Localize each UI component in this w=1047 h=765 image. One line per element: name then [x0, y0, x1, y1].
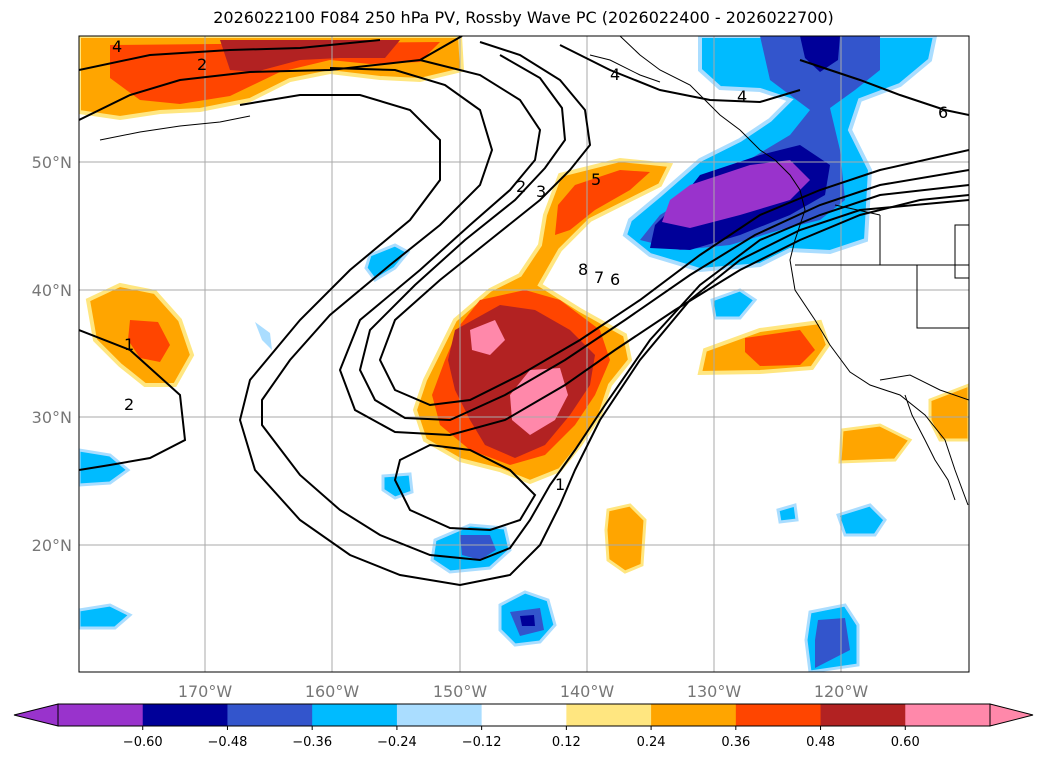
lon-label: 160°W	[305, 682, 360, 701]
lon-label: 130°W	[687, 682, 742, 701]
colorbar-segment	[905, 704, 991, 726]
contour-label: 6	[938, 103, 948, 122]
contour-label: 6	[610, 270, 620, 289]
lat-label: 30°N	[32, 408, 72, 427]
colorbar-tick-label: 0.36	[721, 735, 750, 750]
colorbar-segment	[312, 704, 398, 726]
contour-label: 1	[555, 475, 565, 494]
colorbar-tick-label: −0.24	[377, 735, 417, 750]
colorbar-segment	[396, 704, 483, 726]
graticule	[79, 36, 969, 672]
contour-label: 4	[737, 87, 747, 106]
contour-label: 2	[516, 177, 526, 196]
lat-label: 40°N	[32, 281, 72, 300]
colorbar-segment	[58, 704, 144, 726]
contour-labels: 4 2 1 2 2 3 5 8 7 6 1 4 4 6	[112, 37, 948, 494]
colorbar-frame	[57, 703, 991, 727]
lon-label: 120°W	[814, 682, 869, 701]
lat-label: 50°N	[32, 153, 72, 172]
colorbar-segment	[566, 704, 652, 726]
colorbar-tick-label: −0.48	[208, 735, 248, 750]
colorbar-tick-label: 0.12	[552, 735, 581, 750]
colorbar-extend-max	[989, 703, 1034, 727]
contour-label: 7	[594, 268, 604, 287]
colorbar-segment	[735, 704, 822, 726]
colorbar-extend-min	[13, 703, 59, 727]
lon-label: 140°W	[560, 682, 615, 701]
colorbar-tick-label: 0.48	[806, 735, 835, 750]
contour-label: 3	[536, 182, 546, 201]
pv-contours	[79, 36, 969, 587]
colorbar-tick-label: −0.60	[123, 735, 163, 750]
colorbar-segment	[820, 704, 906, 726]
map-title: 2026022100 F084 250 hPa PV, Rossby Wave …	[213, 8, 834, 27]
colorbar-segment	[481, 704, 567, 726]
colorbar-tick-label: 0.24	[637, 735, 666, 750]
latitude-labels: 50°N 40°N 30°N 20°N	[32, 153, 72, 555]
colorbar-tick-label: −0.12	[462, 735, 502, 750]
colorbar-segment	[651, 704, 737, 726]
colorbar-segment	[227, 704, 313, 726]
contour-label: 4	[112, 37, 122, 56]
contour-label: 1	[124, 335, 134, 354]
contour-label: 8	[578, 260, 588, 279]
pv-anomaly-shading	[79, 36, 969, 672]
colorbar: −0.60 −0.48 −0.36 −0.24 −0.12 0.12 0.24 0.36 0.4…	[13, 703, 1034, 750]
contour-label: 5	[591, 170, 601, 189]
colorbar-tick-label: −0.36	[292, 735, 332, 750]
contour-label: 2	[124, 395, 134, 414]
contour-label: 4	[610, 65, 620, 84]
longitude-labels: 170°W 160°W 150°W 140°W 130°W 120°W	[178, 682, 869, 701]
colorbar-tick-label: 0.60	[891, 735, 920, 750]
lon-label: 150°W	[433, 682, 488, 701]
colorbar-segment	[142, 704, 228, 726]
contour-label: 2	[197, 55, 207, 74]
map-frame	[78, 35, 970, 673]
lon-label: 170°W	[178, 682, 233, 701]
lat-label: 20°N	[32, 536, 72, 555]
